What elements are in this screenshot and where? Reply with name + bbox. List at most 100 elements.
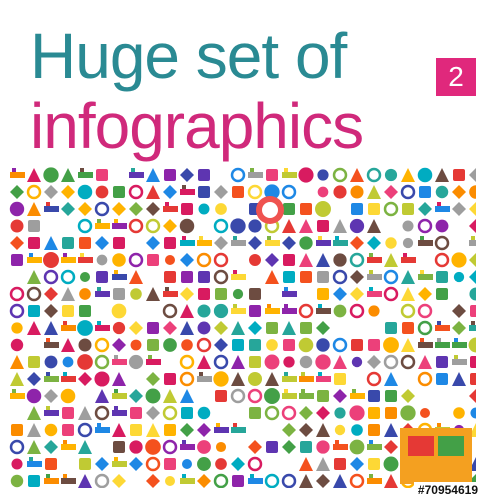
collage-shape bbox=[315, 201, 331, 217]
collage-shape bbox=[163, 389, 177, 403]
collage-shape bbox=[11, 458, 22, 469]
collage-shape bbox=[368, 339, 380, 351]
collage-shape bbox=[352, 357, 362, 367]
collage-shape bbox=[351, 305, 363, 317]
collage-shape bbox=[401, 287, 415, 301]
collage-shape bbox=[29, 253, 33, 257]
collage-shape bbox=[46, 372, 50, 376]
collage-shape bbox=[95, 236, 109, 250]
collage-shape bbox=[350, 457, 364, 471]
collage-shape bbox=[79, 424, 91, 436]
collage-shape bbox=[28, 288, 40, 300]
collage-shape bbox=[231, 308, 246, 314]
collage-shape bbox=[198, 186, 210, 198]
collage-shape bbox=[129, 355, 143, 369]
collage-shape bbox=[164, 424, 176, 436]
collage-shape bbox=[334, 373, 346, 385]
collage-shape bbox=[10, 372, 24, 386]
collage-shape bbox=[367, 444, 382, 450]
collage-shape bbox=[62, 271, 74, 283]
collage-shape bbox=[181, 356, 193, 368]
collage-shape bbox=[352, 389, 356, 393]
collage-shape bbox=[180, 389, 194, 403]
collage-shape bbox=[402, 186, 414, 198]
collage-shape bbox=[12, 168, 16, 172]
collage-shape bbox=[301, 372, 305, 376]
collage-shape bbox=[265, 253, 279, 267]
collage-shape bbox=[282, 308, 297, 314]
collage-shape bbox=[180, 304, 194, 318]
collage-shape bbox=[401, 257, 416, 263]
collage-shape bbox=[10, 185, 24, 199]
collage-shape bbox=[284, 304, 288, 308]
collage-shape bbox=[368, 390, 380, 402]
collage-shape bbox=[215, 271, 227, 283]
collage-shape bbox=[61, 185, 75, 199]
collage-shape bbox=[369, 253, 373, 257]
collage-shape bbox=[214, 185, 228, 199]
collage-shape bbox=[318, 187, 329, 198]
collage-shape bbox=[78, 372, 92, 386]
collage-shape bbox=[62, 305, 74, 317]
collage-shape bbox=[452, 359, 467, 365]
collage-shape bbox=[95, 291, 110, 297]
collage-shape bbox=[385, 169, 397, 181]
collage-shape bbox=[469, 287, 476, 300]
collage-shape bbox=[351, 339, 363, 351]
collage-shape bbox=[384, 474, 398, 488]
collage-shape bbox=[418, 355, 432, 369]
collage-shape bbox=[44, 236, 58, 250]
collage-shape bbox=[146, 236, 160, 250]
collage-shape bbox=[369, 474, 373, 478]
collage-shape bbox=[163, 338, 177, 352]
collage-shape bbox=[385, 356, 397, 368]
collage-shape bbox=[335, 425, 345, 435]
collage-shape bbox=[282, 440, 296, 454]
collage-shape bbox=[97, 287, 101, 291]
collage-shape bbox=[45, 356, 58, 369]
collage-shape bbox=[266, 475, 278, 487]
collage-shape bbox=[79, 339, 92, 352]
collage-shape bbox=[317, 390, 329, 402]
collage-shape bbox=[299, 406, 313, 420]
collage-shape bbox=[435, 168, 449, 182]
collage-shape bbox=[385, 271, 397, 283]
collage-shape bbox=[163, 291, 178, 297]
collage-shape bbox=[452, 185, 466, 199]
collage-shape bbox=[198, 288, 210, 300]
collage-shape bbox=[112, 359, 127, 365]
collage-shape bbox=[77, 320, 93, 336]
collage-shape bbox=[80, 253, 84, 257]
collage-shape bbox=[181, 203, 193, 215]
collage-shape bbox=[181, 339, 193, 351]
collage-shape bbox=[63, 440, 67, 444]
collage-shape bbox=[300, 305, 312, 317]
collage-shape bbox=[198, 322, 211, 335]
collage-shape bbox=[80, 272, 90, 282]
collage-shape bbox=[418, 240, 433, 246]
collage-shape bbox=[265, 308, 280, 314]
collage-shape bbox=[80, 168, 84, 172]
collage-shape bbox=[334, 407, 345, 418]
collage-shape bbox=[214, 236, 228, 250]
collage-shape bbox=[316, 423, 330, 437]
collage-shape bbox=[299, 236, 312, 249]
collage-shape bbox=[385, 407, 397, 419]
collage-shape bbox=[11, 441, 23, 453]
collage-shape bbox=[436, 373, 448, 385]
collage-shape bbox=[250, 168, 254, 172]
collage-shape bbox=[112, 253, 126, 267]
collage-shape bbox=[79, 458, 91, 470]
collage-shape bbox=[267, 304, 271, 308]
collage-shape bbox=[180, 219, 195, 234]
collage-shape bbox=[437, 202, 441, 206]
collage-shape bbox=[368, 305, 379, 316]
collage-shape bbox=[351, 424, 363, 436]
collage-shape bbox=[146, 389, 161, 404]
collage-shape bbox=[369, 287, 373, 291]
collage-shape bbox=[97, 219, 101, 223]
collage-shape bbox=[131, 168, 135, 172]
collage-shape bbox=[61, 389, 76, 404]
collage-shape bbox=[182, 236, 186, 240]
collage-shape bbox=[146, 202, 160, 216]
